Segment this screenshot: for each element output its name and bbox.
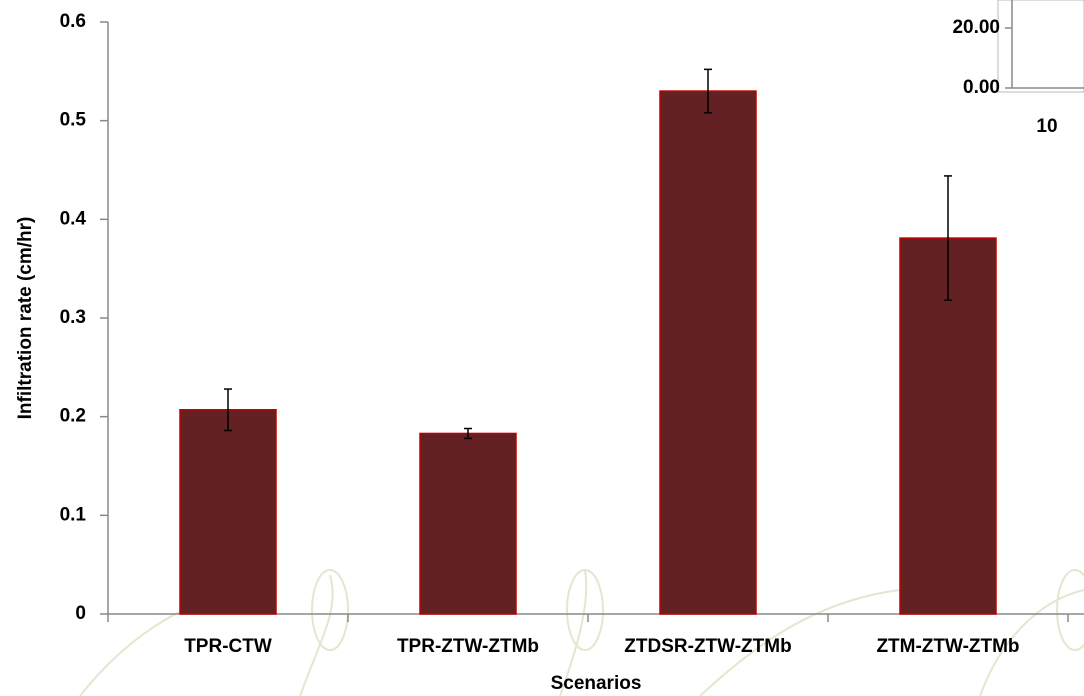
- bar: [180, 410, 276, 614]
- inset-x-tick-label: 10: [1036, 116, 1057, 137]
- y-tick-label: 0.6: [60, 11, 86, 32]
- x-axis-label: Scenarios: [551, 673, 642, 694]
- inset-panel: [998, 0, 1084, 92]
- inset-y-tick-label: 0.00: [963, 77, 1000, 98]
- inset-y-tick-label: 20.00: [952, 17, 1000, 38]
- x-tick-label: TPR-ZTW-ZTMb: [397, 636, 539, 657]
- x-tick-label: ZTDSR-ZTW-ZTMb: [624, 636, 791, 657]
- y-tick-label: 0.2: [60, 406, 86, 427]
- y-axis-label: Infiltration rate (cm/hr): [15, 217, 36, 420]
- bar: [420, 433, 516, 614]
- x-tick-label: TPR-CTW: [184, 636, 272, 657]
- y-tick-label: 0: [75, 603, 86, 624]
- y-tick-label: 0.5: [60, 110, 87, 131]
- y-tick-label: 0.1: [60, 504, 87, 525]
- x-tick-label: ZTM-ZTW-ZTMb: [876, 636, 1019, 657]
- y-tick-label: 0.3: [60, 307, 86, 328]
- bar: [660, 91, 756, 614]
- chart: Scenarios Infiltration rate (cm/hr) 0 0.1…: [0, 0, 1084, 696]
- y-tick-label: 0.4: [60, 208, 87, 229]
